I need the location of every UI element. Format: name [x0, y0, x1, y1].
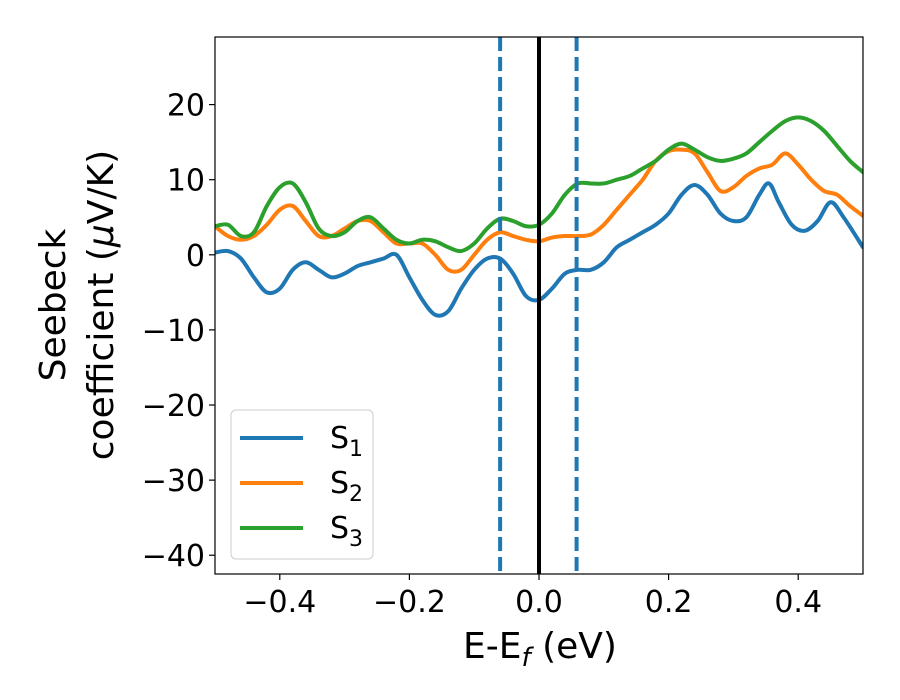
y-tick-label: −10: [142, 314, 205, 349]
legend-label-s1: S1: [330, 421, 363, 462]
x-tick-label: 0.4: [774, 585, 822, 620]
vertical-lines: [498, 37, 579, 574]
x-tick-label: −0.4: [243, 585, 316, 620]
legend-label-s3: S3: [330, 511, 363, 552]
y-tick-label: −30: [142, 464, 205, 499]
y-axis-label-line1: Seebeck: [33, 228, 74, 381]
legend-label-s2: S2: [330, 466, 363, 507]
y-axis-label: Seebeck coefficient (μV/K): [33, 150, 122, 460]
y-axis-ticks: −40 −30 −20 −10 0 10 20: [142, 89, 215, 574]
x-axis-ticks: −0.4 −0.2 0.0 0.2 0.4: [243, 574, 822, 620]
y-axis-label-line2: coefficient (μV/K): [81, 150, 122, 460]
y-tick-label: −20: [142, 389, 205, 424]
y-tick-label: 0: [186, 239, 205, 274]
y-tick-label: 10: [167, 164, 205, 199]
x-axis-label: E-Ef (eV): [463, 626, 617, 673]
x-tick-label: 0.0: [515, 585, 563, 620]
x-tick-label: 0.2: [645, 585, 693, 620]
x-tick-label: −0.2: [373, 585, 446, 620]
y-tick-label: −40: [142, 539, 205, 574]
y-tick-label: 20: [167, 89, 205, 124]
